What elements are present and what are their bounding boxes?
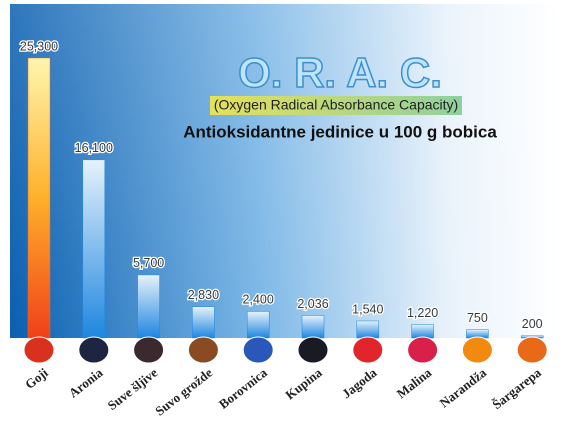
- category-label: Jagoda: [339, 365, 380, 402]
- annotation: Antioksidantne jedinice u 100 g bobica: [183, 122, 497, 141]
- category-label: Narandža: [437, 365, 490, 411]
- fruit-icon: [407, 336, 439, 364]
- fruit-icon: [461, 336, 493, 364]
- value-label: 5,700: [133, 256, 164, 270]
- bar: [356, 320, 380, 339]
- bar: [137, 274, 160, 339]
- fruit-icon: [133, 336, 165, 364]
- bar: [246, 311, 270, 339]
- chart-subtitle: (Oxygen Radical Absorbance Capacity): [214, 97, 458, 113]
- fruit-icon: [23, 336, 55, 364]
- category-label: Aronia: [66, 365, 106, 401]
- chart-title: O. R. A. C.: [238, 49, 442, 96]
- fruit-icon: [242, 336, 274, 364]
- value-label: 25,300: [20, 39, 58, 53]
- bar: [192, 306, 215, 339]
- value-label: 2,036: [297, 297, 328, 311]
- fruit-icon: [297, 336, 329, 364]
- bar: [82, 159, 106, 339]
- category-label: Malina: [394, 365, 435, 402]
- value-label: 200: [522, 317, 543, 331]
- fruit-icon: [516, 336, 548, 364]
- value-label: 16,100: [75, 141, 113, 155]
- value-label: 2,830: [188, 288, 219, 302]
- fruit-icon: [78, 336, 110, 364]
- bar: [301, 315, 325, 339]
- bar: [411, 324, 434, 339]
- fruit-icon: [352, 336, 384, 364]
- subtitle-background: [210, 96, 462, 115]
- category-label: Suvo grožde: [152, 365, 215, 419]
- value-label: 1,540: [352, 302, 383, 316]
- category-label: Šargarepa: [489, 365, 544, 413]
- value-label: 750: [467, 311, 488, 325]
- bar: [27, 57, 51, 339]
- fruit-icon: [187, 336, 219, 364]
- category-label: Goji: [22, 365, 51, 392]
- category-label: Borovnica: [216, 365, 270, 412]
- value-label: 1,220: [407, 306, 438, 320]
- value-label: 2,400: [243, 293, 274, 307]
- category-label: Kupina: [282, 365, 325, 403]
